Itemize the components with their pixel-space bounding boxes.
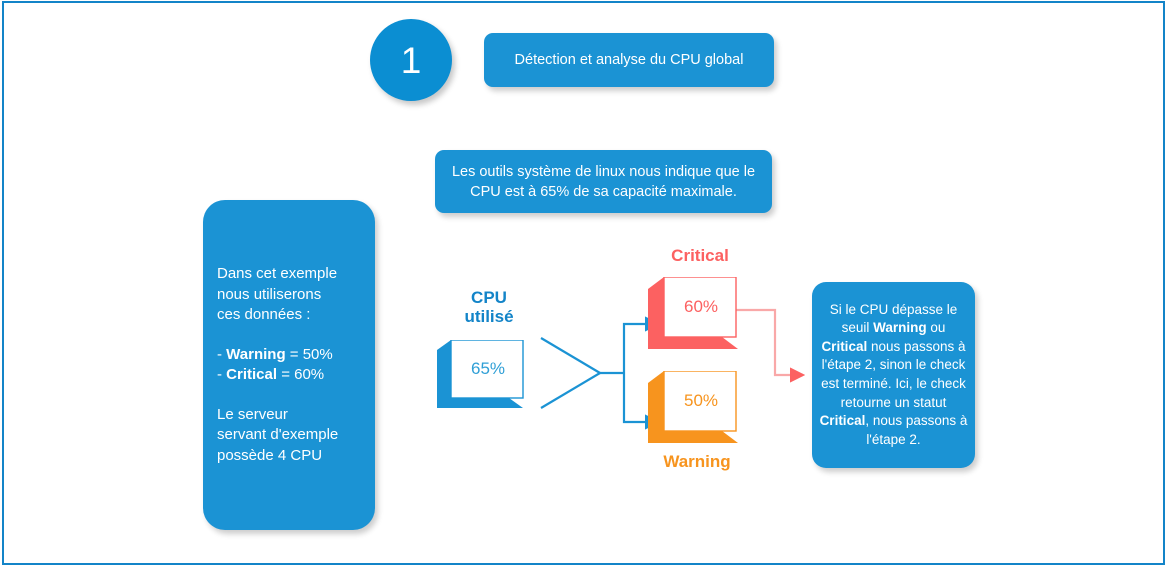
critical-label: Critical — [226, 366, 278, 383]
result-seg-4: , nous passons à l'étape 2. — [865, 413, 968, 447]
data-line-4: Le serveur — [217, 405, 288, 423]
result-explanation-text: Si le CPU dépasse le seuil Warning ou Cr… — [819, 301, 968, 450]
cpu-cube-value: 65% — [470, 359, 506, 378]
step-number-label: 1 — [400, 39, 422, 81]
warning-cube: 50% — [648, 371, 753, 451]
cpu-cube-label: CPU utilisé — [464, 288, 514, 326]
spacer — [217, 326, 375, 345]
warning-label: Warning — [226, 345, 286, 363]
critical-prefix: - — [217, 366, 227, 383]
warning-cube-value: 50% — [683, 391, 719, 410]
critical-cube-value: 60% — [683, 297, 719, 316]
critical-value: = 60% — [277, 366, 325, 383]
info-callout-box: Les outils système de linux nous indique… — [435, 150, 772, 213]
info-callout-text: Les outils système de linux nous indique… — [451, 163, 756, 200]
step-number-circle: 1 — [370, 19, 452, 101]
example-data-box: Dans cet exemple nous utiliserons ces do… — [203, 200, 375, 530]
result-seg-3: nous passons à l'étape 2, sinon le check… — [821, 338, 966, 410]
result-explanation-box: Si le CPU dépasse le seuil Warning ou Cr… — [812, 282, 975, 468]
result-bold-critical-2: Critical — [819, 413, 866, 429]
data-line-3: ces données : — [217, 306, 311, 323]
result-seg-1: Si le CPU dépasse le seuil — [829, 301, 958, 336]
warning-cube-label: Warning — [663, 452, 731, 471]
warning-prefix: - — [217, 345, 227, 363]
data-line-1: Dans cet exemple — [217, 265, 338, 282]
result-bold-critical-1: Critical — [821, 338, 868, 354]
data-line-2: nous utiliserons — [217, 285, 322, 303]
warning-threshold-line: - Warning = 50% — [217, 345, 375, 366]
critical-threshold-line: - Critical = 60% — [217, 365, 375, 386]
data-line-6: possède 4 CPU — [217, 446, 323, 464]
critical-cube-label: Critical — [671, 246, 729, 265]
step-title-box: Détection et analyse du CPU global — [484, 33, 774, 87]
result-bold-warning: Warning — [873, 320, 927, 336]
spacer — [217, 386, 375, 405]
warning-value: = 50% — [285, 345, 333, 363]
cpu-cube: 65% — [437, 340, 542, 415]
step-title-label: Détection et analyse du CPU global — [514, 52, 744, 68]
result-seg-2: ou — [926, 320, 946, 336]
critical-cube: 60% — [648, 277, 753, 357]
data-line-5: servant d'exemple — [217, 426, 339, 443]
